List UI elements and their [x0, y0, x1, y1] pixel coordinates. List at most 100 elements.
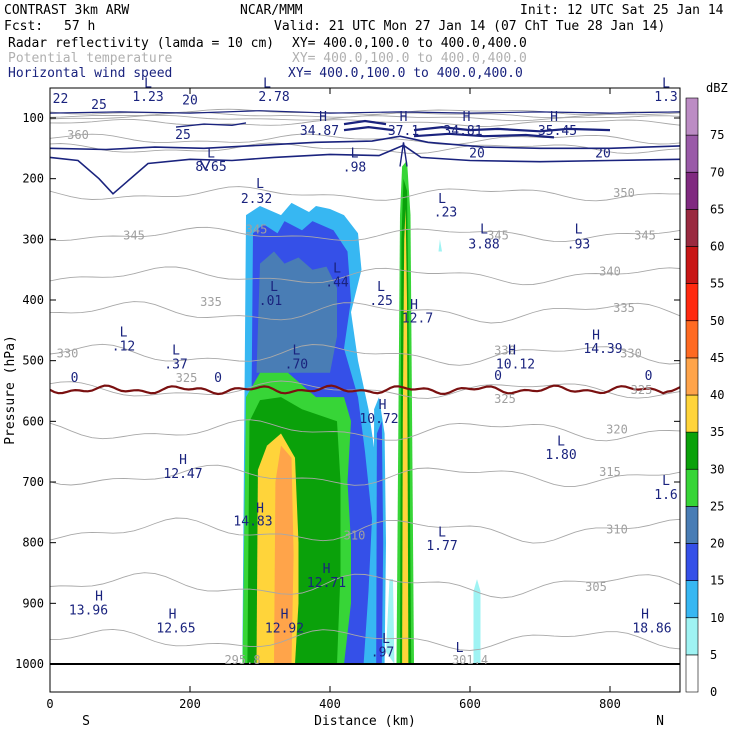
annotation-extremum: L	[172, 344, 180, 359]
colorbar-unit: dBZ	[706, 81, 728, 95]
wind-contour-1	[50, 144, 680, 195]
annotation-value: 14.83	[233, 515, 272, 530]
colorbar-swatch-0	[685, 654, 699, 693]
annotation-extremum: L	[480, 222, 488, 237]
annotation-value: 12.71	[307, 576, 346, 591]
annotation-extremum: L	[351, 146, 359, 161]
y-tick-label: 300	[22, 232, 44, 246]
valid-time: Valid: 21 UTC Mon 27 Jan 14 (07 ChT Tue …	[274, 19, 665, 34]
reflectivity-region-5dbz	[438, 239, 442, 252]
annotation-extremum: L	[662, 474, 670, 489]
reflectivity-region-35dbz	[402, 209, 409, 664]
y-tick-label: 600	[22, 414, 44, 428]
annotation-theta-label: 320	[606, 423, 628, 437]
annotation-value: 1.23	[132, 90, 163, 105]
annotation-value: .23	[434, 205, 457, 220]
annotation-value: 1.80	[545, 448, 576, 463]
theta-contour-10	[50, 343, 680, 366]
annotation-wind-label: 25	[175, 128, 191, 143]
theta-contour-7	[50, 226, 680, 243]
colorbar-label-35: 35	[710, 425, 724, 439]
annotation-extremum: L	[333, 262, 341, 277]
colorbar-swatch-20	[685, 506, 699, 544]
annotation-value: 1.77	[426, 539, 457, 554]
wind-contour-3	[343, 119, 387, 126]
wind-contour-5	[413, 125, 611, 133]
theta-contour-14	[50, 517, 680, 544]
colorbar-label-10: 10	[710, 611, 724, 625]
reflectivity-region-40dbz	[274, 445, 294, 664]
wind-contour-7	[175, 122, 247, 128]
colorbar-swatch-75	[685, 97, 699, 136]
reflectivity-region-20dbz	[256, 251, 337, 373]
annotation-extremum: L	[270, 280, 278, 295]
annotation-theta-label: 350	[613, 186, 635, 200]
annotation-theta-label: 330	[620, 347, 642, 361]
end-label-south: S	[82, 714, 90, 729]
colorbar-swatch-35	[685, 394, 699, 433]
reflectivity-region-5dbz	[473, 579, 481, 664]
annotation-value: 1.6	[654, 488, 677, 503]
colorbar-swatch-60	[685, 209, 699, 247]
annotation-extremum: L	[263, 77, 271, 92]
annotation-value: 12.65	[156, 622, 195, 637]
annotation-theta-label: 325	[631, 383, 653, 397]
colorbar-label-55: 55	[710, 277, 724, 291]
y-tick-label: 500	[22, 354, 44, 368]
annotation-extremum: H	[179, 453, 187, 468]
y-tick-label: 400	[22, 293, 44, 307]
annotation-theta-label: 310	[344, 529, 366, 543]
colorbar-swatch-65	[685, 172, 699, 210]
annotation-extremum: H	[281, 608, 289, 623]
annotation-value: 3.88	[468, 237, 499, 252]
colorbar-label-25: 25	[710, 499, 724, 513]
annotation-value: 35.45	[538, 124, 577, 139]
wind-contour-0	[50, 135, 680, 151]
annotation-theta-label: 340	[599, 265, 621, 279]
annotation-extremum: H	[169, 608, 177, 623]
annotation-value: .25	[369, 294, 392, 309]
colorbar-swatch-30	[685, 431, 699, 470]
annotation-extremum: H	[592, 328, 600, 343]
header: CONTRAST 3km ARW NCAR/MMM Init: 12 UTC S…	[4, 3, 724, 81]
annotation-extremum: H	[550, 110, 558, 125]
annotation-extremum: H	[400, 110, 408, 125]
wind-contour-8	[199, 160, 211, 172]
organization: NCAR/MMM	[240, 3, 303, 18]
field-1-name: Radar reflectivity (lamda = 10 cm)	[8, 36, 274, 51]
y-axis-label: Pressure (hPa)	[3, 335, 18, 445]
annotation-wind-label: 20	[595, 146, 611, 161]
colorbar-swatch-50	[685, 283, 699, 322]
annotation-value: 10.12	[496, 358, 535, 373]
annotation-extremum: H	[410, 298, 418, 313]
annotation-value: .37	[164, 358, 187, 373]
x-tick-label: 600	[459, 697, 481, 711]
x-tick-label: 0	[46, 697, 53, 711]
annotation-value: 37.1	[388, 124, 419, 139]
annotation-value: 10.72	[359, 412, 398, 427]
colorbar-swatch-55	[685, 246, 699, 284]
x-axis-label: Distance (km)	[314, 714, 416, 729]
model-title: CONTRAST 3km ARW	[4, 3, 129, 18]
colorbar-swatch-15	[685, 543, 699, 581]
reflectivity-region-15dbz	[376, 421, 384, 664]
theta-contour-13	[50, 464, 680, 487]
colorbar-label-0: 0	[710, 685, 717, 699]
annotation-value: 34.81	[443, 124, 482, 139]
annotation-theta-label: 345	[634, 228, 656, 242]
annotation-extremum: L	[144, 77, 152, 92]
annotation-extremum: L	[377, 280, 385, 295]
annotation-value: .12	[112, 339, 135, 354]
annotation-value: 13.96	[69, 603, 108, 618]
colorbar: 0 5 10 15 20 25 30 35 40 45 50 55 60 65 70 75	[685, 97, 724, 699]
annotation-theta-label: 330	[494, 344, 516, 358]
annotation-wind-label: 25	[91, 98, 107, 113]
annotation-extremum: L	[438, 192, 446, 207]
annotation-extremum: H	[319, 110, 327, 125]
annotation-extremum: H	[323, 562, 331, 577]
annotation-freezing-label: 0	[494, 369, 502, 384]
forecast-hours: 57 h	[64, 19, 95, 34]
annotation-value: 2.32	[241, 192, 272, 207]
